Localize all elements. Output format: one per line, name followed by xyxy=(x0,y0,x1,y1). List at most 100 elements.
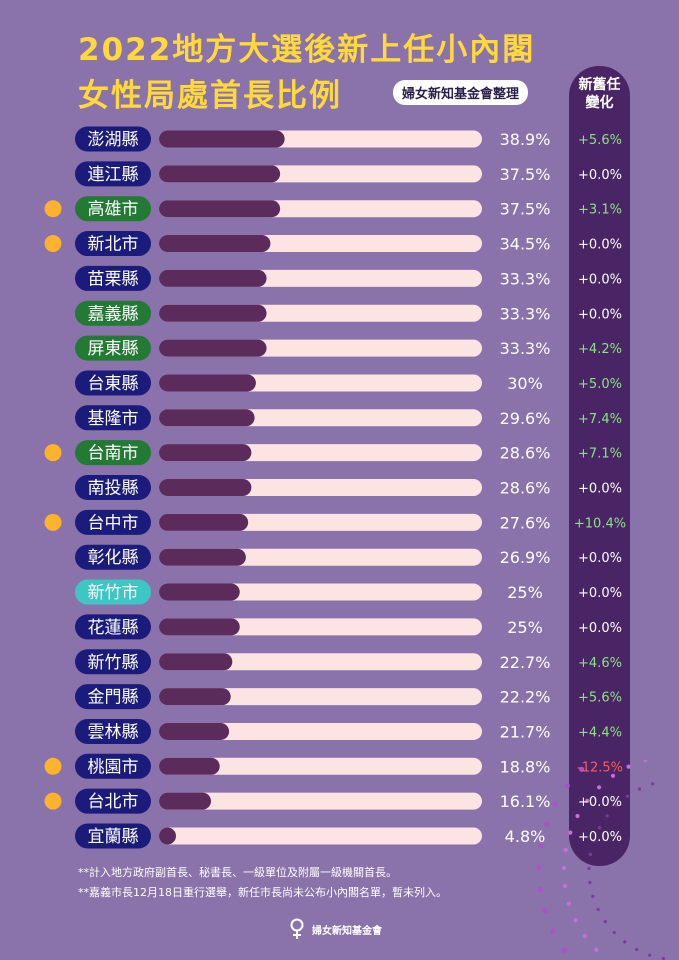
decoration-dot xyxy=(623,940,627,944)
category-label: 高雄市 xyxy=(88,200,139,220)
decoration-dot xyxy=(550,928,556,934)
bar xyxy=(159,618,240,636)
decoration-dot xyxy=(568,830,573,835)
bar xyxy=(159,374,256,392)
incumbent-dot xyxy=(44,513,62,531)
incumbent-dot xyxy=(44,235,62,253)
bar xyxy=(159,513,249,531)
bar-track xyxy=(159,688,482,706)
category-pill xyxy=(75,405,151,431)
change-label: +10.4% xyxy=(574,516,626,531)
logo-text: 婦女新知基金會 xyxy=(312,925,382,937)
category-label: 台東縣 xyxy=(88,374,139,394)
category-label: 彰化縣 xyxy=(88,548,139,568)
incumbent-dot xyxy=(44,792,62,810)
decoration-dot xyxy=(587,866,591,870)
category-label: 屏東縣 xyxy=(88,339,139,359)
category-pill xyxy=(75,475,151,500)
change-label: +4.4% xyxy=(578,725,622,740)
value-label: 16.1% xyxy=(500,792,551,811)
bar xyxy=(159,792,212,810)
category-pill xyxy=(75,823,151,849)
change-column: 新舊任 變化 xyxy=(569,66,630,866)
decoration-dot xyxy=(552,801,558,807)
category-pill xyxy=(75,544,151,570)
decoration-dot xyxy=(542,908,548,914)
decoration-dot xyxy=(625,794,629,798)
category-pill xyxy=(75,265,151,291)
bar xyxy=(159,269,267,287)
category-label: 連江縣 xyxy=(88,165,139,185)
bar xyxy=(159,548,246,566)
bar xyxy=(159,583,240,601)
decoration-dot xyxy=(592,839,596,843)
decoration-dot xyxy=(648,953,652,957)
change-label: +7.4% xyxy=(578,412,622,427)
value-label: 28.6% xyxy=(500,444,551,463)
category-pill xyxy=(75,753,151,779)
decoration-dot xyxy=(612,930,616,935)
change-label: +0.0% xyxy=(578,586,622,601)
decoration-dot xyxy=(605,814,609,818)
decoration-dot xyxy=(597,826,602,830)
value-label: 37.5% xyxy=(500,165,551,184)
category-pill xyxy=(75,370,151,396)
bar-track xyxy=(159,653,482,671)
bar-track xyxy=(159,792,482,810)
category-label: 桃園市 xyxy=(88,757,139,777)
decoration-dot xyxy=(563,883,568,889)
category-label: 南投縣 xyxy=(88,479,139,499)
bar xyxy=(159,444,252,462)
footnote-1: **計入地方政府副首長、秘書長、一級單位及附屬一級機關首長。 xyxy=(78,866,397,879)
decoration-dot xyxy=(537,886,543,893)
incumbent-dot xyxy=(44,757,62,775)
change-label: +0.0% xyxy=(578,551,622,566)
category-label: 嘉義縣 xyxy=(88,304,139,324)
incumbent-dot xyxy=(44,200,62,218)
decoration-dot xyxy=(575,813,580,819)
bar-track xyxy=(159,583,482,601)
change-label: +0.0% xyxy=(578,168,622,183)
category-pill xyxy=(75,196,151,222)
change-label: -12.5% xyxy=(577,760,623,775)
decoration-dot xyxy=(544,821,550,827)
change-header-line1: 新舊任 xyxy=(578,77,621,93)
category-label: 宜蘭縣 xyxy=(88,827,139,847)
change-label: +0.0% xyxy=(578,307,622,322)
category-label: 雲林縣 xyxy=(88,722,139,742)
dot-arc-decoration xyxy=(536,760,665,960)
decoration-dot xyxy=(566,901,572,906)
bar xyxy=(159,304,267,322)
value-label: 34.5% xyxy=(500,235,551,254)
chart-title-line1: 2022地方大選後新上任小內閣 xyxy=(78,32,536,68)
category-label: 新竹市 xyxy=(88,583,139,603)
decoration-dot xyxy=(564,783,570,789)
category-pill xyxy=(75,579,151,605)
category-label: 新竹縣 xyxy=(88,653,139,673)
decoration-dot xyxy=(594,947,599,952)
category-label: 台北市 xyxy=(88,792,139,812)
category-label: 台南市 xyxy=(88,444,139,464)
decoration-dot xyxy=(635,947,639,952)
decoration-dot xyxy=(561,865,567,871)
change-label: +0.0% xyxy=(578,272,622,287)
value-label: 4.8% xyxy=(505,827,546,846)
bar xyxy=(159,409,255,427)
change-label: +4.6% xyxy=(578,656,622,671)
value-label: 26.9% xyxy=(500,548,551,567)
decoration-dot xyxy=(588,880,592,885)
decoration-dot xyxy=(538,843,544,849)
decoration-dot xyxy=(603,920,607,924)
bar xyxy=(159,339,267,357)
category-label: 苗栗縣 xyxy=(88,269,139,289)
value-label: 29.6% xyxy=(500,409,551,428)
change-label: +5.6% xyxy=(578,133,622,148)
value-label: 33.3% xyxy=(500,304,551,323)
footnote-2: **嘉義市長12月18日重行選舉，新任市長尚未公布小內閣名單，暫未列入。 xyxy=(78,886,447,899)
decoration-dot xyxy=(643,760,648,763)
value-label: 28.6% xyxy=(500,479,551,498)
change-label: +4.2% xyxy=(578,342,622,357)
female-symbol-icon xyxy=(290,918,304,939)
decoration-dot xyxy=(588,852,592,856)
category-pill xyxy=(75,649,151,675)
